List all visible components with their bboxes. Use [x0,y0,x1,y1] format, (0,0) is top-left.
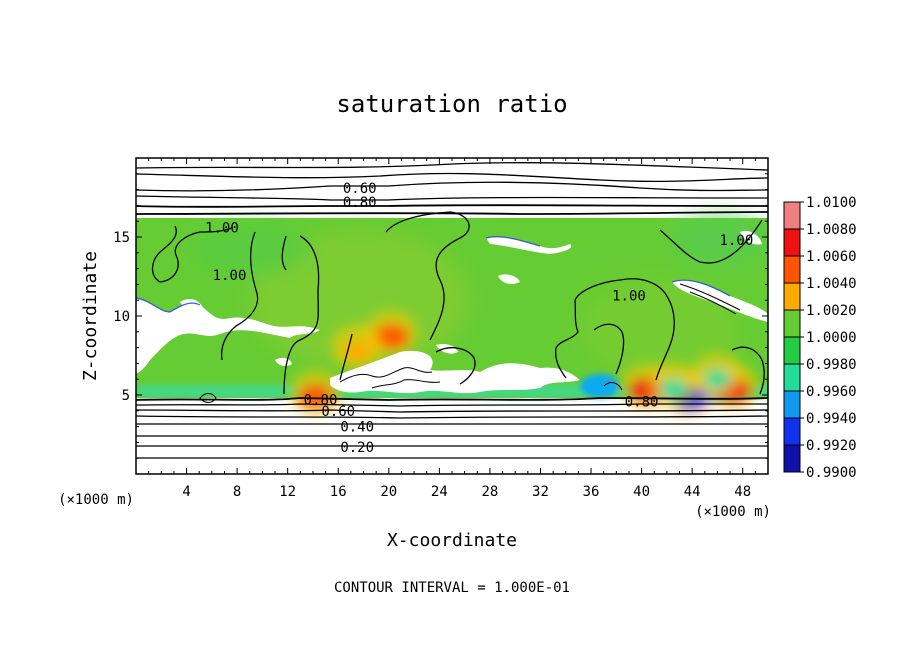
contour-100-j [659,219,763,264]
y-tick-label: 15 [113,230,130,246]
colorbar-swatch [784,445,800,472]
colorbar-swatch [784,310,800,337]
x-tick-label: 24 [431,484,448,500]
contour-100-b [220,231,259,361]
colorbar: 1.0100 1.0080 1.0060 1.0040 1.0020 1.0000 0.99… [783,195,857,481]
x-tick-label: 48 [734,484,751,500]
colorbar-level-label: 1.0080 [806,222,857,238]
colorbar-swatch [784,418,800,445]
contour-label: 0.20 [340,440,374,456]
hotspot [659,378,688,399]
contour-100-e [385,211,470,341]
colorbar-level-label: 1.0020 [806,303,857,319]
colorbar-swatch [784,283,800,310]
chart-title: saturation ratio [336,90,567,118]
colorbar-swatch [784,256,800,283]
y-axis: 5 10 15 [113,173,768,459]
contour-label: 0.60 [343,181,377,197]
colorbar-level-label: 1.0100 [806,195,857,211]
contour-100-d [283,235,320,395]
colorbar-level-label: 0.9900 [806,465,857,481]
plot-area: 0.600.801.001.001.001.000.800.600.400.20… [136,158,768,474]
hotspot-layer [289,310,759,417]
contour-070 [136,195,768,201]
x-tick-label: 28 [481,484,498,500]
contour-lower-080 [136,397,768,401]
contour-label: 0.80 [304,393,338,409]
y-tick-label: 10 [113,309,130,325]
hotspot [703,369,732,390]
contour-squiggles [199,283,741,403]
contour-label: 1.00 [612,288,646,304]
colorbar-level-label: 1.0040 [806,276,857,292]
x-tick-label: 4 [182,484,190,500]
contour-interval-note: CONTOUR INTERVAL = 1.000E-01 [334,580,570,596]
y-axis-title: Z-coordinate [80,251,101,381]
colorbar-level-label: 0.9960 [806,384,857,400]
x-unit-label-left: (×1000 m) [58,492,134,508]
contour-upper-2 [136,172,768,183]
contour-label: 0.80 [625,394,659,410]
contour-label-layer: 0.600.801.001.001.001.000.800.600.400.20… [205,181,753,456]
contour-080 [136,204,768,208]
x-unit-label-right: (×1000 m) [695,504,771,520]
contour-label: 1.00 [205,221,239,237]
contour-label: 0.40 [340,420,374,436]
contour-100-f [339,333,353,381]
colorbar-swatch [784,202,800,229]
contour-label: 1.00 [213,268,247,284]
contour-100-h [554,299,579,379]
y-tick-label: 5 [122,388,130,404]
x-tick-label: 32 [532,484,549,500]
x-tick-label: 16 [330,484,347,500]
x-axis: 4 8 12 16 20 24 28 32 36 40 44 48 [148,158,756,500]
contour-label: 1.00 [720,233,754,249]
colorbar-level-label: 0.9940 [806,411,857,427]
contour-lower-070 [136,403,768,407]
x-tick-label: 8 [233,484,241,500]
colorbar-level-label: 1.0060 [806,249,857,265]
colorbar-swatch [784,337,800,364]
contour-100-l [435,347,476,385]
contour-090 [136,211,768,215]
contour-060 [136,181,768,192]
contour-lines [136,162,768,459]
contour-100-g [574,278,675,381]
colorbar-level-label: 1.0000 [806,330,857,346]
hotspot [343,340,372,361]
x-tick-label: 12 [279,484,296,500]
colorbar-level-label: 0.9920 [806,438,857,454]
colorbar-swatch [784,364,800,391]
colorbar-level-label: 0.9980 [806,357,857,373]
contour-label: 0.80 [343,195,377,211]
x-tick-label: 40 [633,484,650,500]
colorbar-swatch [784,391,800,418]
field-shading [190,215,768,380]
x-tick-label: 44 [684,484,701,500]
x-tick-label: 36 [583,484,600,500]
contour-100-c [281,235,287,271]
unsaturated-patches [136,230,768,394]
contour-100-i [593,323,625,375]
contour-100-k [731,346,765,395]
contour-lower-060 [136,409,768,413]
contour-lower-050 [136,415,768,419]
patch-edges [136,236,731,313]
x-axis-title: X-coordinate [387,530,517,551]
contour-label: 0.60 [321,404,355,420]
colorbar-swatch [784,229,800,256]
x-tick-label: 20 [380,484,397,500]
hotspot [297,384,334,409]
contour-upper-1 [136,162,768,171]
contour-100-a [151,225,233,283]
